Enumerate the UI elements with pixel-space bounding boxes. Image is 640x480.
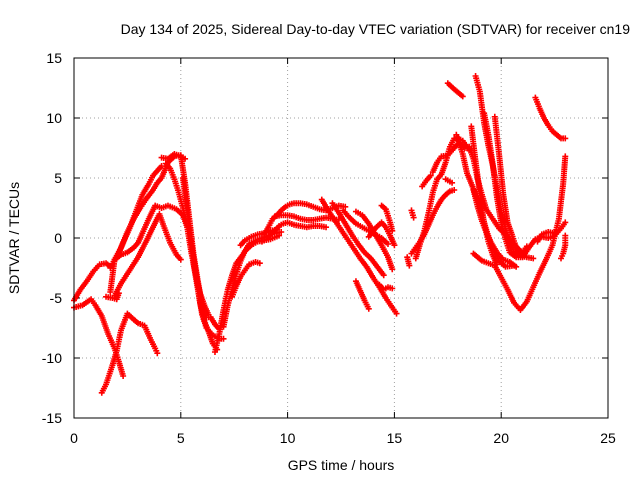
x-tick-label: 15 [387,430,403,446]
y-tick-label: -5 [50,290,63,306]
data-point-marker [551,230,558,237]
data-point-marker [562,153,569,160]
data-point-marker [323,224,330,231]
y-tick-label: -10 [42,350,62,366]
data-point-marker [120,373,127,379]
data-point-marker [451,187,458,193]
data-point-marker [562,232,569,239]
data-point-marker [365,305,372,312]
y-tick-label: 0 [54,230,62,246]
data-point-marker [393,310,400,317]
x-axis-label: GPS time / hours [288,457,395,473]
data-point-marker [513,263,520,270]
y-tick-label: 5 [54,170,62,186]
y-tick-label: -15 [42,410,62,426]
data-point-marker [389,266,396,273]
data-point-marker [389,285,396,292]
data-point-marker [278,229,285,235]
data-point-marker [523,243,530,250]
data-point-marker [154,350,161,357]
x-tick-label: 20 [493,430,509,446]
tick-labels: 0 5 10 15 20 25 -15 -10 -5 0 5 10 15 [42,50,616,446]
data-point-marker [406,262,413,269]
data-point-marker [256,260,263,267]
data-point-marker [158,163,165,169]
y-tick-label: 10 [46,110,62,126]
y-axis-label: SDTVAR / TECUs [6,182,22,294]
data-point-marker [530,255,537,262]
data-point-marker [276,232,283,239]
data-point-marker [459,93,466,100]
y-tick-label: 15 [46,50,62,66]
data-point-marker [391,242,398,249]
data-point-marker [562,135,569,142]
data-point-marker [342,203,349,210]
data-point-marker [384,241,391,247]
series-sdtvar [71,73,569,396]
data-point-marker [177,256,184,263]
data-point-marker [389,227,396,234]
chart-title: Day 134 of 2025, Sidereal Day-to-day VTE… [121,21,631,37]
x-tick-label: 25 [600,430,616,446]
data-point-marker [410,214,417,221]
plot-frame [73,57,609,419]
data-point-marker [449,179,456,186]
data-point-marker [380,272,387,279]
data-point-marker [220,335,227,342]
data-markers [71,73,569,396]
data-point-marker [562,219,569,226]
x-tick-label: 10 [280,430,296,446]
data-point-marker [427,172,434,179]
x-tick-label: 0 [70,430,78,446]
x-tick-label: 5 [177,430,185,446]
